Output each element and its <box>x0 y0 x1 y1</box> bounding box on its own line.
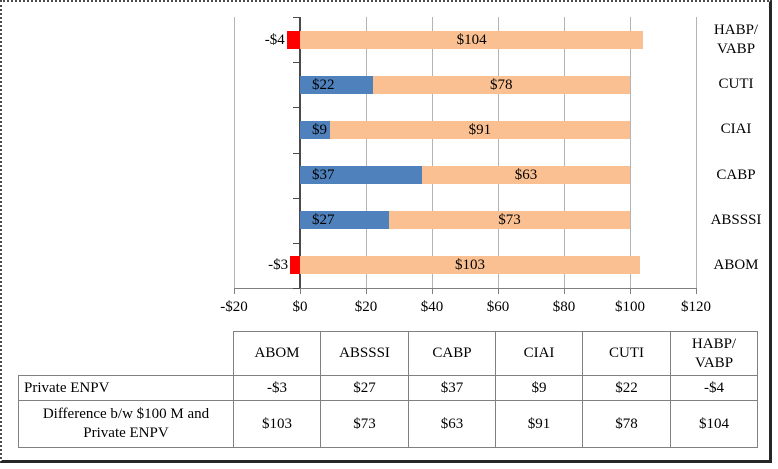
x-axis-tick-label: $40 <box>420 299 444 315</box>
x-axis-tick-label: $0 <box>292 299 308 315</box>
bar-segment-difference <box>422 166 630 185</box>
chart-data-table: ABOM ABSSSI CABP CIAI CUTI HABP/ VABP Pr… <box>18 331 758 448</box>
bar-segment-private <box>300 211 390 230</box>
table-header-cell: CABP <box>408 331 496 376</box>
bar-segment-difference <box>329 120 630 139</box>
table-row-label: Private ENPV <box>18 375 234 401</box>
table-cell: -$4 <box>670 375 758 401</box>
table-header-cell: HABP/ VABP <box>670 331 758 376</box>
gridline <box>365 17 367 288</box>
bar-segment-difference <box>372 75 630 94</box>
gridline <box>695 17 697 288</box>
table-header-cell: CUTI <box>582 331 671 376</box>
bar-segment-private <box>286 30 300 49</box>
table-header-cell: ABOM <box>233 331 321 376</box>
x-axis-tick <box>629 288 631 294</box>
table-cell: $63 <box>408 400 496 448</box>
bar-segment-difference <box>300 256 640 275</box>
bar-segment-private <box>300 120 330 139</box>
x-axis-tick <box>497 288 499 294</box>
bar-value-label: $91 <box>468 121 492 138</box>
table-row-label: Difference b/w $100 M and Private ENPV <box>18 400 234 448</box>
x-axis-tick-label: $80 <box>552 299 576 315</box>
category-axis-tick <box>293 152 300 154</box>
bar-value-label: $22 <box>312 76 335 93</box>
bar-value-label: $103 <box>454 257 485 274</box>
bar-segment-difference <box>300 30 644 49</box>
category-label: CUTI <box>718 76 754 93</box>
table-cell: $37 <box>408 375 496 401</box>
x-axis-tick-label: $120 <box>681 299 711 315</box>
bar-value-label: $37 <box>312 167 335 184</box>
table-cell: $9 <box>495 375 583 401</box>
table-row: Difference b/w $100 M and Private ENPV $… <box>18 400 758 448</box>
x-axis-line <box>234 288 697 289</box>
table-cell: $104 <box>670 400 758 448</box>
x-axis-tick-label: $20 <box>354 299 378 315</box>
category-label: CABP <box>716 166 756 183</box>
bar-value-label: $9 <box>312 121 327 138</box>
table-cell: $22 <box>582 375 671 401</box>
bar-value-label: $104 <box>456 31 487 48</box>
table-header-row: ABOM ABSSSI CABP CIAI CUTI HABP/ VABP <box>19 331 758 376</box>
gridline <box>233 17 235 288</box>
gridline <box>497 17 499 288</box>
category-label: HABP/ VABP <box>713 21 759 57</box>
category-label: ABSSSI <box>710 211 762 228</box>
bar-segment-difference <box>389 211 630 230</box>
table-corner-cell <box>19 332 234 376</box>
bar-segment-private <box>300 75 373 94</box>
category-axis-tick <box>293 197 300 199</box>
category-axis-tick <box>293 17 300 18</box>
bar-value-label: $78 <box>490 76 513 93</box>
table-cell: $103 <box>233 400 321 448</box>
table-cell: $91 <box>495 400 583 448</box>
x-axis-tick <box>431 288 433 294</box>
bar-segment-private <box>300 166 423 185</box>
table-row: Private ENPV -$3 $27 $37 $9 $22 -$4 <box>18 375 758 401</box>
gridline <box>431 17 433 288</box>
category-axis-tick <box>293 62 300 64</box>
x-axis-tick-label: -$20 <box>220 299 248 315</box>
x-axis-tick <box>233 288 235 294</box>
table-cell: -$3 <box>233 375 321 401</box>
table-cell: $27 <box>320 375 409 401</box>
x-axis-tick-label: $60 <box>486 299 510 315</box>
x-axis-tick <box>563 288 565 294</box>
bar-value-label: $27 <box>312 212 335 229</box>
category-axis-line <box>299 17 301 288</box>
category-label: ABOM <box>713 256 759 273</box>
bar-value-label: $63 <box>514 167 538 184</box>
category-axis-tick <box>293 107 300 109</box>
gridline <box>563 17 565 288</box>
x-axis-tick <box>365 288 367 294</box>
x-axis-tick <box>299 288 301 294</box>
bar-segment-private <box>290 256 300 275</box>
table-header-cell: CIAI <box>495 331 583 376</box>
x-axis-tick <box>695 288 697 294</box>
category-label: CIAI <box>720 121 752 138</box>
bar-value-label: $73 <box>498 212 521 229</box>
bar-value-label: -$4 <box>264 31 285 48</box>
table-cell: $73 <box>320 400 409 448</box>
category-axis-tick <box>293 288 300 289</box>
category-axis-tick <box>293 242 300 244</box>
table-cell: $78 <box>582 400 671 448</box>
table-header-cell: ABSSSI <box>320 331 409 376</box>
gridline <box>629 17 631 288</box>
bar-value-label: -$3 <box>268 257 289 274</box>
x-axis-tick-label: $100 <box>615 299 645 315</box>
